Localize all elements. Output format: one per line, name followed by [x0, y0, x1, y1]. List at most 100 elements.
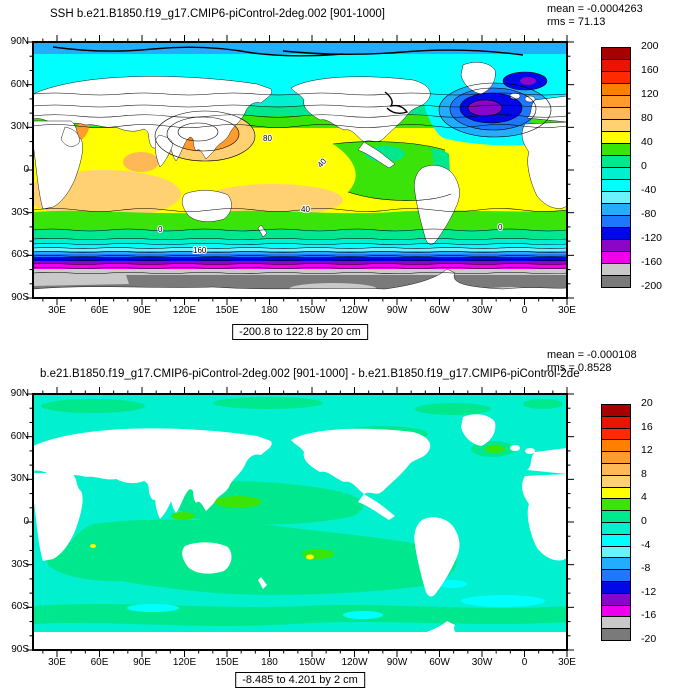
colorbar-tick-label: -160 — [641, 256, 663, 268]
land-shape — [510, 445, 521, 451]
lon-tick-label: 90E — [133, 305, 151, 316]
colorbar-tick-label: -200 — [641, 280, 663, 292]
land-shape — [291, 428, 431, 494]
land-shape — [181, 190, 232, 222]
lon-tick-label: 120W — [341, 657, 368, 668]
continents-layer — [33, 62, 567, 298]
contour-line — [33, 247, 567, 249]
colorbar-tick-label: -4 — [641, 538, 651, 551]
colorbar-tick-label: -20 — [641, 633, 657, 645]
lat-tick-label: 0 — [23, 164, 29, 175]
top-panel-title: SSH b.e21.B1850.f19_g17.CMIP6-piControl-… — [50, 8, 386, 20]
land-shape — [60, 126, 80, 147]
bottom-range-box: -8.485 to 4.201 by 2 cm — [235, 672, 365, 688]
contour-line — [33, 104, 567, 108]
top-colorbar: 200 160 120 80 40 0 -40 -80 -120 -160 -200 — [601, 40, 662, 292]
bottom-colorbar: 20 16 12 8 4 0 -4 -8 -12 -16 -20 — [601, 397, 656, 645]
lon-tick-label: 90E — [133, 657, 151, 668]
colorbar-cell — [601, 275, 631, 288]
lon-tick-label: 150W — [298, 657, 326, 668]
contour-value-label: 0 — [498, 223, 503, 232]
land-shape — [33, 268, 567, 298]
colorbar-tick-label: -80 — [641, 208, 657, 220]
contour-line — [33, 237, 567, 241]
lon-tick-label: 30E — [558, 305, 576, 316]
colorbar-tick-label: 12 — [641, 444, 653, 457]
land-shape — [258, 577, 267, 589]
lon-tick-label: 30E — [48, 657, 66, 668]
contour-value-label: 80 — [263, 134, 272, 143]
colorbar-cell — [601, 628, 631, 641]
top-panel-stats: mean = -0.0004263 rms = 71.13 — [547, 3, 643, 29]
contour-line — [33, 92, 567, 96]
lat-tick-label: 60N — [10, 430, 29, 442]
colorbar-tick-label: 200 — [641, 40, 659, 52]
land-shape — [257, 224, 268, 238]
land-shape — [61, 479, 80, 499]
land-shape — [154, 134, 173, 168]
lon-tick-label: 0 — [521, 305, 528, 316]
bottom-rms-value: rms = 0.8528 — [547, 362, 612, 374]
axis-ticks — [26, 35, 574, 305]
land-shape — [33, 428, 272, 513]
lon-tick-label: 30E — [48, 305, 66, 316]
bottom-mean-value: mean = -0.000108 — [547, 349, 637, 361]
lon-tick-label: 120E — [172, 305, 197, 316]
colorbar-tick-label: 8 — [641, 467, 647, 480]
contour-line — [33, 255, 567, 257]
colorbar-tick-label: -120 — [641, 232, 663, 244]
lat-tick-label: 0 — [23, 516, 29, 527]
lon-tick-label: 90W — [386, 305, 408, 316]
top-range-box: -200.8 to 122.8 by 20 cm — [232, 324, 368, 340]
contour-line — [33, 259, 567, 261]
land-shape — [414, 165, 460, 245]
lon-tick-label: 60E — [90, 657, 109, 668]
contour-line — [33, 114, 567, 118]
colorbar-tick-label: 0 — [641, 515, 647, 527]
colorbar-tick-label: 160 — [641, 64, 659, 76]
contour-line — [33, 251, 567, 253]
colorbar-tick-label: -40 — [641, 184, 657, 196]
contour-line — [33, 242, 567, 246]
lat-tick-label: 60S — [11, 601, 29, 613]
lat-tick-label: 30S — [11, 558, 29, 570]
colorbar-tick-label: -12 — [641, 585, 657, 598]
land-shape — [358, 494, 395, 520]
contour-line — [33, 124, 567, 128]
lon-tick-label: 30W — [471, 657, 493, 668]
lon-tick-label: 30W — [471, 305, 493, 316]
colorbar-tick-label: 0 — [641, 160, 647, 172]
continents-layer — [33, 414, 567, 650]
contour-value-label: 0 — [158, 225, 163, 234]
colorbar-tick-label: -16 — [641, 609, 657, 622]
lat-tick-label: 90S — [11, 644, 29, 655]
lat-tick-label: 90N — [10, 36, 29, 47]
lon-tick-label: 180 — [261, 657, 278, 668]
contour-value-label: 160 — [193, 246, 207, 255]
land-shape — [521, 121, 567, 209]
lat-tick-label: 30S — [11, 206, 29, 218]
contour-line — [33, 263, 567, 265]
lon-tick-label: 0 — [521, 657, 528, 668]
colorbar-tick-label: 40 — [641, 136, 653, 148]
contour-line — [33, 267, 567, 269]
land-shape — [525, 448, 536, 454]
lon-tick-label: 60W — [429, 305, 450, 316]
lat-tick-label: 60N — [10, 78, 29, 90]
lon-tick-label: 90W — [386, 657, 408, 668]
land-shape — [522, 474, 567, 561]
lon-tick-label: 30E — [558, 657, 576, 668]
lon-tick-label: 120W — [341, 305, 368, 316]
lon-tick-label: 150W — [298, 305, 326, 316]
lon-tick-label: 150E — [215, 657, 239, 668]
contour-line — [33, 271, 567, 275]
contour-lines-layer — [33, 46, 567, 275]
land-shape — [33, 621, 567, 650]
colorbar-tick-label: 80 — [641, 112, 653, 124]
contour-value-label: 40 — [301, 205, 310, 214]
colorbar-tick-label: 4 — [641, 491, 647, 504]
lat-tick-label: 90N — [10, 388, 29, 399]
land-shape — [524, 95, 536, 103]
land-shape — [182, 542, 232, 574]
lat-tick-label: 30N — [10, 121, 29, 133]
